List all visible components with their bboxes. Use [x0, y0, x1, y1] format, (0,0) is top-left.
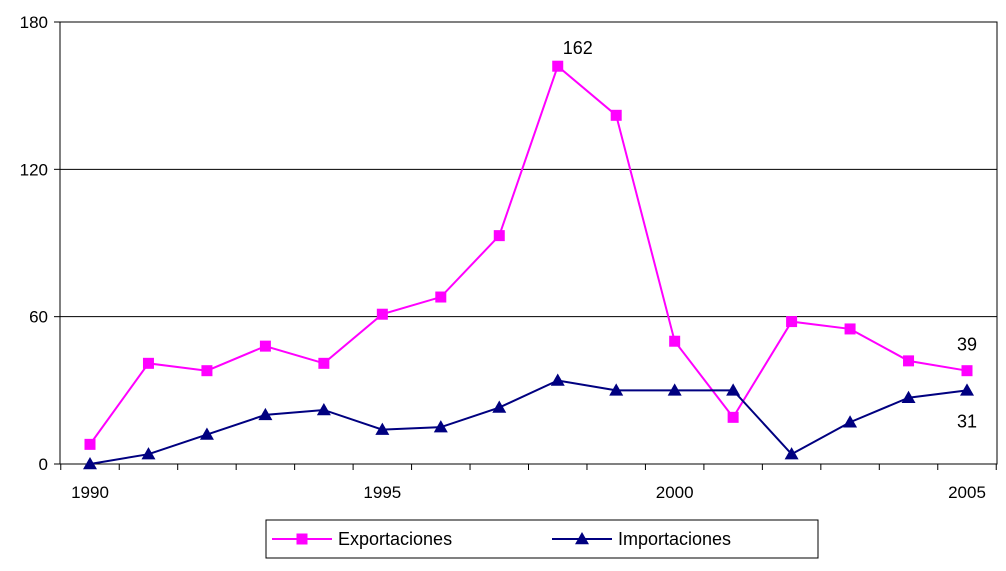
series-group: [83, 60, 974, 470]
data-point: [960, 383, 974, 396]
data-point: [550, 373, 565, 386]
x-axis-ticks: 1990 1995 2000 2005: [60, 464, 997, 502]
data-label: 162: [563, 38, 593, 58]
data-point: [199, 427, 214, 440]
data-point: [784, 447, 799, 460]
data-point: [316, 402, 331, 416]
legend-label: Importaciones: [618, 529, 731, 549]
data-point: [318, 357, 330, 369]
y-axis-ticks: 0 60 120 180: [20, 13, 60, 474]
x-tick-label: 1995: [363, 483, 401, 502]
data-point: [843, 415, 858, 428]
y-tick-label: 60: [29, 308, 48, 327]
data-point: [844, 323, 856, 335]
gridlines: [60, 168, 997, 318]
data-point: [433, 420, 448, 433]
data-point: [435, 291, 447, 303]
legend-swatch-marker: [296, 533, 308, 545]
data-point: [786, 316, 798, 328]
x-tick-label: 2005: [948, 483, 986, 502]
data-label: 39: [957, 335, 977, 355]
data-point: [903, 355, 915, 367]
plot-area: [59, 21, 998, 465]
legend-label: Exportaciones: [338, 529, 452, 549]
x-tick-label: 2000: [656, 483, 694, 502]
data-point: [609, 383, 624, 396]
data-point: [142, 357, 154, 369]
data-point: [667, 383, 682, 396]
data-label: 31: [957, 411, 977, 431]
data-point: [961, 365, 973, 377]
data-point: [259, 340, 271, 352]
data-point: [376, 308, 388, 320]
data-labels: 162 39 31: [563, 38, 977, 431]
data-point: [84, 438, 96, 450]
legend: Exportaciones Importaciones: [265, 519, 819, 559]
legend-entry: Exportaciones: [272, 529, 452, 549]
series-line: [89, 379, 968, 465]
data-point: [492, 400, 507, 413]
data-point: [141, 447, 156, 460]
legend-swatch-marker: [575, 532, 589, 545]
data-point: [726, 383, 741, 396]
data-point: [901, 390, 916, 403]
series-exportaciones: [84, 60, 973, 450]
x-tick-label: 1990: [71, 483, 109, 502]
legend-box: [265, 519, 819, 559]
data-point: [493, 230, 505, 242]
y-tick-label: 120: [20, 160, 48, 179]
data-point: [669, 335, 681, 347]
data-point: [83, 457, 97, 470]
data-point: [610, 109, 622, 121]
data-point: [201, 365, 213, 377]
data-point: [375, 422, 390, 435]
series-line: [89, 64, 968, 445]
data-point: [552, 60, 564, 72]
legend-entry: Importaciones: [552, 529, 731, 549]
data-point: [727, 411, 739, 423]
data-point: [258, 407, 273, 421]
y-tick-label: 180: [20, 13, 48, 32]
y-tick-label: 0: [39, 455, 48, 474]
series-importaciones: [83, 373, 974, 470]
